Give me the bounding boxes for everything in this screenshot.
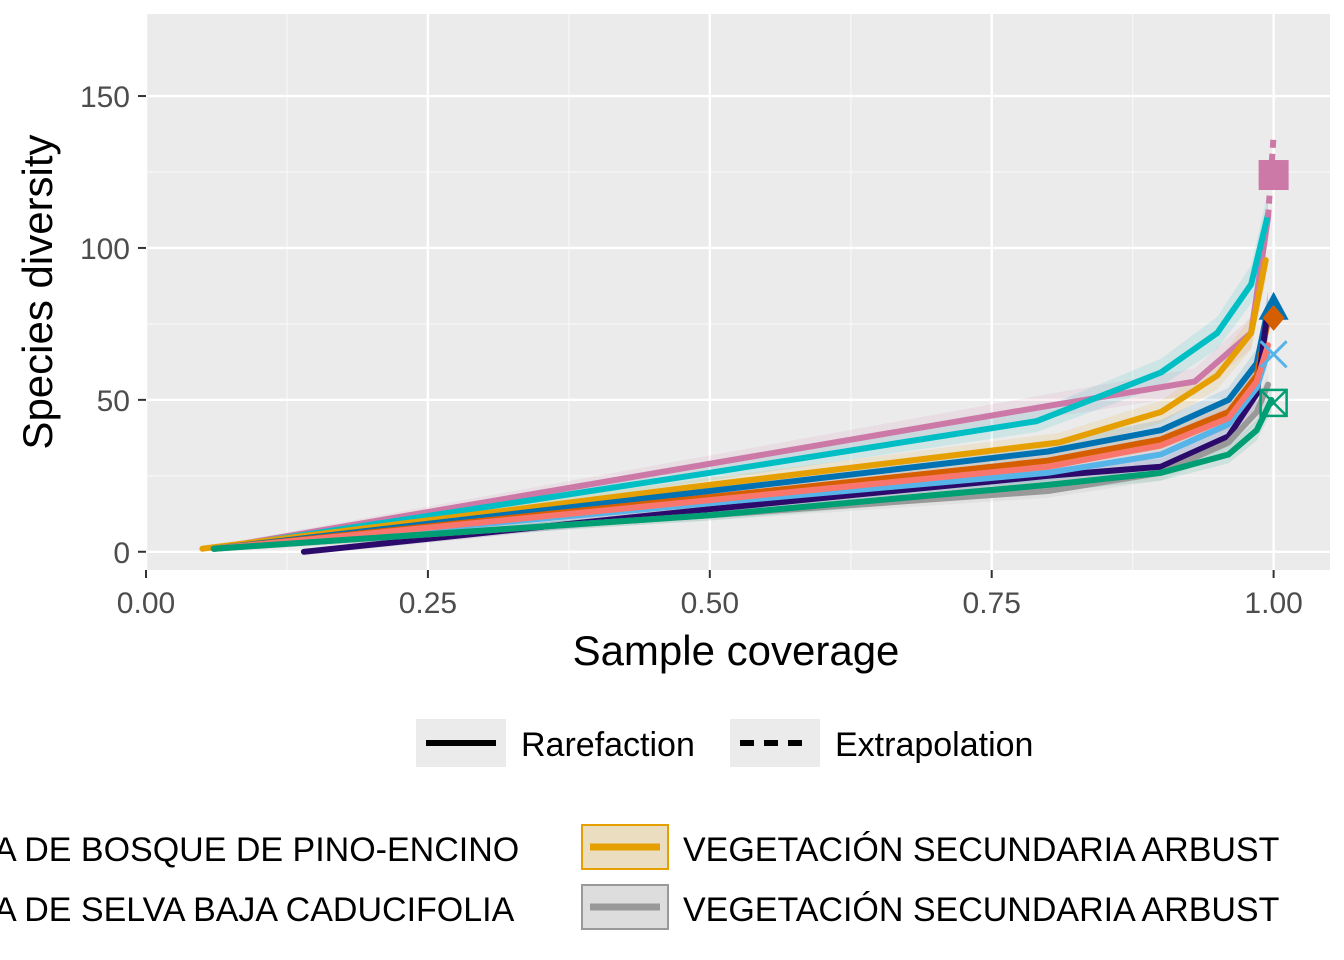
observed-boxx-cross: [1259, 389, 1288, 417]
color-legend: A DE BOSQUE DE PINO-ENCINO A DE SELVA BA…: [0, 824, 1279, 930]
legend-label-orange: VEGETACIÓN SECUNDARIA ARBUST: [683, 831, 1279, 869]
series-line: [199, 257, 1269, 552]
linetype-legend: Rarefaction Extrapolation: [416, 719, 1033, 767]
observed-x-marker: [1259, 340, 1288, 369]
series-line: [210, 211, 1271, 552]
x-tick-label: 0.25: [399, 587, 457, 620]
x-tick-label: 1.00: [1244, 587, 1302, 620]
series-line: [300, 305, 1271, 555]
series-layer: [199, 135, 1289, 555]
series-line: [210, 348, 1271, 552]
observed-boxx-marker: [1259, 388, 1288, 418]
legend-label-gray: VEGETACIÓN SECUNDARIA ARBUST: [683, 891, 1279, 929]
x-tick-label: 0.50: [681, 587, 739, 620]
series-line: [210, 342, 1271, 552]
legend-label-extrapolation: Extrapolation: [835, 726, 1033, 764]
legend-label-rarefaction: Rarefaction: [521, 726, 695, 764]
x-tick-label: 0.75: [963, 587, 1021, 620]
series-line: [210, 396, 1275, 552]
y-tick-label: 150: [80, 81, 130, 114]
x-tick-label: 0.00: [117, 587, 175, 620]
y-axis-title: Species diversity: [14, 134, 61, 449]
observed-diamond-marker: [1262, 304, 1285, 331]
y-tick-label: 50: [97, 385, 130, 418]
axes: 0.00 0.25 0.50 0.75 1.00 0 50 100 150: [80, 81, 1303, 620]
y-tick-label: 100: [80, 233, 130, 266]
y-tick-label: 0: [113, 537, 130, 570]
legend-label-selva-baja: A DE SELVA BAJA CADUCIFOLIA: [0, 891, 515, 929]
x-axis-title: Sample coverage: [573, 627, 900, 674]
legend-label-pino-encino: A DE BOSQUE DE PINO-ENCINO: [0, 831, 519, 869]
observed-square-marker: [1258, 160, 1289, 191]
